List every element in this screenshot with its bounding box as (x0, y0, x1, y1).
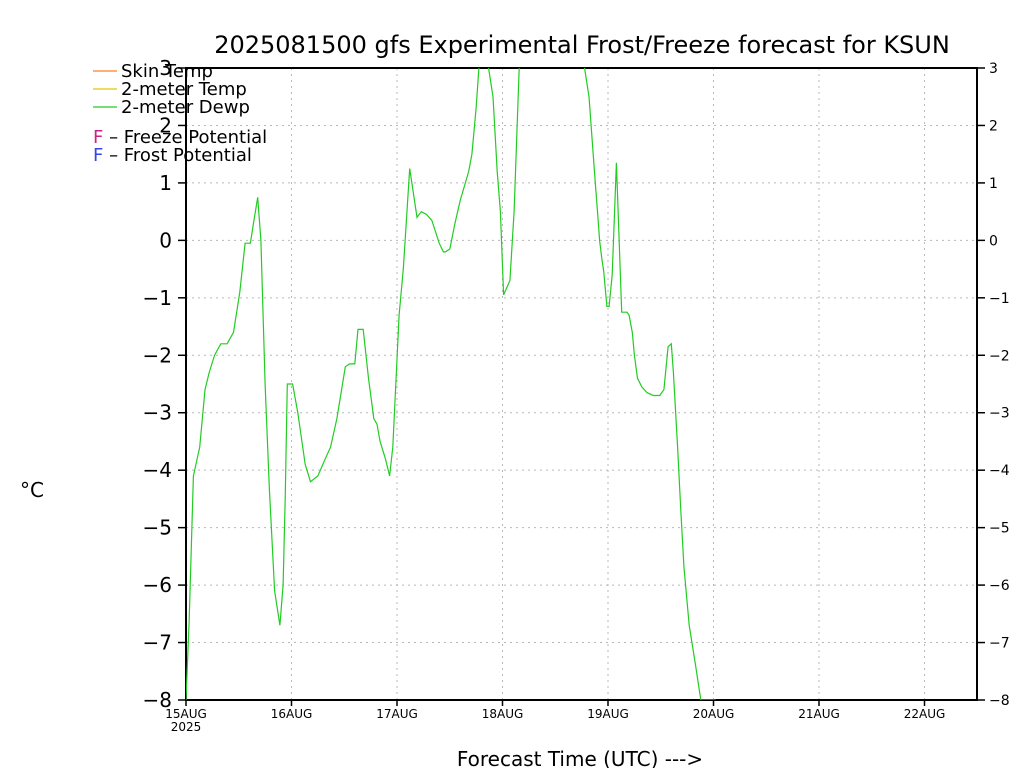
y-tick-label-left: −7 (143, 631, 172, 655)
y-tick-label-right: −4 (989, 463, 1010, 479)
x-tick-label: 18AUG (482, 707, 524, 721)
y-axis-right: −8 −7 −6 −5 −4 −3 −2 −1 0 1 2 3 (977, 61, 1010, 709)
y-tick-label-right: 2 (989, 118, 998, 134)
y-tick-label-left: −6 (143, 573, 172, 597)
y-tick-label-left: 3 (159, 56, 172, 80)
legend-label: 2-meter Dewp (121, 97, 250, 118)
y-tick-label-left: −4 (143, 458, 172, 482)
y-tick-label-left: −2 (143, 343, 172, 367)
gridlines (185, 67, 977, 701)
y-tick-label-right: 0 (989, 233, 998, 249)
potential-label: – Frost Potential (103, 145, 252, 166)
y-tick-label-left: 1 (159, 171, 172, 195)
chart-title: 2025081500 gfs Experimental Frost/Freeze… (214, 31, 950, 59)
potential-label: – Freeze Potential (103, 127, 267, 148)
x-axis-label: Forecast Time (UTC) ---> (457, 747, 703, 768)
y-tick-label-right: −2 (989, 348, 1010, 364)
potential-marker: F (93, 145, 103, 166)
x-tick-label: 16AUG (271, 707, 313, 721)
x-tick-label: 15AUG (165, 707, 207, 721)
y-tick-label-right: −5 (989, 521, 1010, 537)
y-tick-label-right: 3 (989, 61, 998, 77)
y-tick-label-right: 1 (989, 176, 998, 192)
y-tick-label-right: −1 (989, 291, 1010, 307)
y-tick-label-right: −7 (989, 636, 1010, 652)
y-tick-label-right: −3 (989, 406, 1010, 422)
y-axis-left: −8 −7 −6 −5 −4 −3 −2 −1 0 1 2 3 (143, 56, 186, 712)
y-tick-label-right: −8 (989, 693, 1010, 709)
y-tick-label-left: −3 (143, 401, 172, 425)
x-axis: 15AUG 16AUG 17AUG 18AUG 19AUG 20AUG 21AUG 22AUG… (165, 700, 945, 734)
y-tick-label-left: 0 (159, 228, 172, 252)
x-tick-label: 17AUG (376, 707, 418, 721)
potential-marker: F (93, 127, 103, 148)
y-tick-label-left: −5 (143, 516, 172, 540)
y-axis-label: °C (20, 478, 44, 502)
x-tick-label: 20AUG (693, 707, 735, 721)
y-tick-label-right: −6 (989, 578, 1010, 594)
potential-legend-item: F – Freeze Potential (93, 127, 267, 148)
y-tick-label-left: 2 (159, 113, 172, 137)
potential-legend-item: F – Frost Potential (93, 145, 252, 166)
x-tick-year: 2025 (171, 720, 202, 734)
x-tick-label: 22AUG (904, 707, 946, 721)
y-tick-label-left: −1 (143, 286, 172, 310)
legend-label: Skin Temp (121, 61, 213, 82)
series-line-2m-dewpoint (186, 68, 716, 700)
legend-label: 2-meter Temp (121, 79, 247, 100)
y-tick-label-left: −8 (143, 688, 172, 712)
plot-frame (185, 67, 978, 701)
x-tick-label: 21AUG (798, 707, 840, 721)
series-layer (186, 68, 716, 700)
x-tick-label: 19AUG (587, 707, 629, 721)
